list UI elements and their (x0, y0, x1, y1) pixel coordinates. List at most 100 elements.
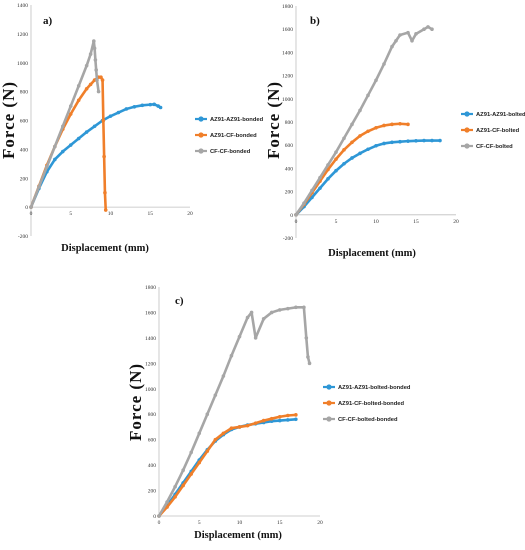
y-axis-label: Force (N) (0, 81, 18, 159)
data-point (326, 163, 330, 167)
legend-entry: CF-CF-bonded (195, 148, 251, 155)
data-point (68, 143, 73, 147)
series-AZ91-AZ91-bonded (29, 102, 163, 209)
y-tick-label: 0 (25, 205, 28, 211)
data-point (358, 134, 362, 138)
data-point (294, 213, 298, 217)
data-point (366, 147, 370, 152)
data-point (100, 78, 105, 82)
y-axis-label: Force (N) (126, 363, 145, 441)
data-point (29, 205, 33, 209)
data-point (277, 414, 282, 419)
data-point (398, 121, 402, 126)
data-point (165, 505, 169, 509)
series-AZ91-AZ91-bolted-bonded (157, 417, 298, 518)
series-AZ91-AZ91-bolted (294, 138, 442, 217)
series-line (294, 122, 410, 217)
y-tick-label: 1600 (282, 27, 293, 33)
data-point (294, 413, 298, 417)
data-point (390, 122, 394, 127)
legend-swatch-marker (326, 416, 332, 422)
data-point (189, 450, 193, 455)
data-point (302, 305, 306, 310)
y-tick-label: 600 (148, 438, 157, 444)
data-point (68, 104, 73, 108)
data-point (350, 122, 354, 127)
data-point (245, 315, 250, 320)
y-tick-label: 1400 (282, 50, 293, 56)
data-point (103, 190, 107, 195)
series-line (29, 39, 100, 209)
y-tick-label: 400 (20, 147, 29, 153)
legend-entry: CF-CF-bolted (461, 143, 513, 150)
y-tick-label: 400 (148, 463, 157, 469)
data-point (197, 431, 202, 436)
data-point (213, 437, 218, 442)
series-line (157, 413, 298, 518)
data-point (205, 449, 210, 453)
x-axis-label: Displacement (mm) (194, 530, 282, 541)
y-tick-label: 400 (285, 166, 294, 172)
legend-label: AZ91-CF-bolted-bonded (338, 401, 404, 407)
legend-label: AZ91-AZ91-bolted (476, 112, 525, 118)
legend-entry: AZ91-CF-bolted-bonded (323, 400, 404, 407)
series-line (29, 75, 108, 212)
data-point (358, 108, 362, 113)
series-AZ91-CF-bolted (294, 121, 410, 217)
data-point (92, 46, 97, 51)
data-point (414, 138, 418, 143)
y-tick-label: 0 (153, 514, 156, 520)
data-point (93, 58, 98, 62)
data-point (382, 141, 386, 146)
y-tick-label: 1000 (282, 97, 293, 103)
x-tick-label: 15 (277, 520, 283, 526)
y-tick-label: 1800 (145, 285, 156, 291)
data-point (302, 201, 306, 205)
chart-panel-1: -200 0 200 400 600 800 1000 1200 1400 0 5 10 15 20 Dis… (0, 3, 264, 254)
data-point (229, 353, 234, 358)
chart-panel-3: 0 200 400 600 800 1000 1200 1400 1600 1800 0 5 10 15 2… (126, 285, 411, 541)
data-point (366, 93, 370, 98)
data-point (286, 413, 290, 418)
y-tick-label: 800 (20, 90, 29, 96)
data-point (237, 334, 242, 339)
y-tick-label: 600 (20, 119, 29, 125)
data-point (366, 129, 370, 134)
y-tick-label: 1200 (145, 361, 156, 367)
data-point (406, 30, 410, 35)
data-point (158, 105, 163, 110)
x-tick-label: 10 (373, 219, 379, 225)
legend-swatch-marker (326, 400, 332, 406)
data-point (221, 431, 226, 436)
data-point (213, 393, 218, 397)
data-point (269, 419, 274, 424)
data-point (414, 32, 418, 36)
panel-label: a) (43, 15, 53, 27)
y-tick-label: 800 (148, 412, 157, 418)
data-point (253, 336, 258, 340)
chart-panel-2: -200 0 200 400 600 800 1000 1200 1400 1600 1800 0 5 1… (264, 4, 525, 259)
data-point (165, 500, 169, 504)
y-tick-label: 200 (20, 176, 29, 182)
data-point (88, 82, 93, 87)
data-point (286, 418, 290, 422)
y-tick-label: 1400 (17, 3, 28, 9)
x-tick-label: 15 (148, 211, 154, 217)
data-point (422, 138, 426, 143)
data-point (430, 27, 434, 32)
data-point (124, 107, 129, 111)
x-tick-label: 10 (237, 520, 243, 526)
data-point (92, 124, 97, 129)
data-point (53, 144, 57, 149)
data-point (95, 78, 99, 82)
data-point (438, 138, 442, 143)
data-point (68, 112, 73, 116)
legend-swatch-marker (326, 384, 332, 390)
x-axis-label: Displacement (mm) (328, 248, 416, 259)
data-point (374, 143, 378, 148)
legend-label: CF-CF-bolted (476, 144, 513, 150)
data-point (374, 78, 378, 83)
data-point (173, 495, 177, 499)
data-point (350, 140, 354, 145)
data-point (148, 102, 153, 107)
